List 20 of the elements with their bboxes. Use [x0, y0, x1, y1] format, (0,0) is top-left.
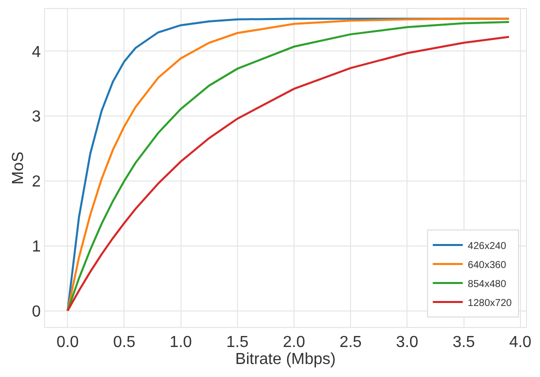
- x-tick-label: 3.0: [396, 334, 418, 352]
- legend-label: 640x360: [468, 260, 507, 271]
- x-tick-label: 1.0: [170, 334, 192, 352]
- y-tick-label: 1: [32, 238, 41, 256]
- legend-label: 426x240: [468, 240, 507, 252]
- x-tick-label: 2.0: [282, 334, 306, 352]
- x-tick-label: 4.0: [509, 334, 532, 352]
- x-tick-label: 0.0: [56, 334, 79, 352]
- y-tick-label: 3: [32, 108, 41, 126]
- legend-label: 854x480: [468, 278, 507, 290]
- x-tick-label: 3.5: [452, 334, 475, 352]
- legend-label: 1280x720: [468, 298, 512, 309]
- x-axis-title: Bitrate (Mbps): [235, 351, 336, 368]
- x-tick-label: 1.5: [226, 334, 249, 352]
- x-tick-label: 0.5: [113, 334, 136, 352]
- y-axis-title: MoS: [10, 152, 27, 184]
- y-tick-label: 0: [32, 303, 41, 320]
- y-tick-label: 2: [32, 174, 41, 191]
- y-tick-label: 4: [32, 44, 41, 61]
- x-tick-label: 2.5: [339, 334, 362, 352]
